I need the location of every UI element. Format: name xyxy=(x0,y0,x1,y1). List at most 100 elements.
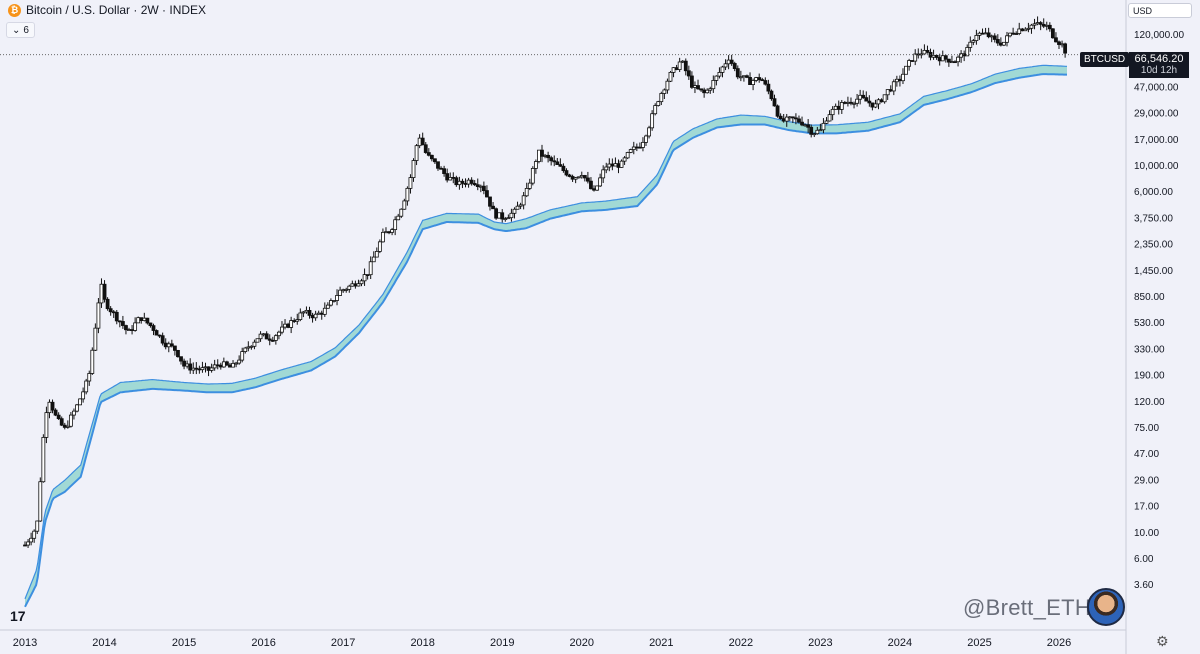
candle-body xyxy=(191,367,196,371)
candle-body xyxy=(533,161,538,169)
x-tick-label: 2013 xyxy=(13,637,37,649)
symbol-title: Bitcoin / U.S. Dollar · 2W · INDEX xyxy=(26,3,207,17)
candle-body xyxy=(1017,28,1022,34)
candle-body xyxy=(469,179,474,184)
candle-body xyxy=(225,361,229,366)
candle-body xyxy=(1008,32,1012,37)
candle-body xyxy=(830,108,835,116)
candle-body xyxy=(84,380,89,393)
candle-body xyxy=(93,327,98,351)
candle-body xyxy=(78,398,82,406)
candle-body xyxy=(194,367,199,370)
candle-body xyxy=(1054,37,1058,43)
candle-body xyxy=(96,302,101,329)
candle-body xyxy=(90,349,95,374)
candle-body xyxy=(616,163,621,168)
y-tick-label: 1,450.00 xyxy=(1134,266,1173,277)
candle-body xyxy=(876,99,881,105)
indicators-toggle[interactable]: ⌄ 6 xyxy=(6,22,35,38)
candle-body xyxy=(451,176,456,179)
candle-body xyxy=(628,149,633,153)
candle-body xyxy=(604,166,609,171)
candle-body xyxy=(221,361,226,368)
candle-body xyxy=(543,154,547,157)
candle-body xyxy=(359,280,364,285)
candle-body xyxy=(454,177,459,186)
symbol-legend[interactable]: ₿ Bitcoin / U.S. Dollar · 2W · INDEX xyxy=(8,3,206,17)
candle-body xyxy=(824,120,829,124)
candle-body xyxy=(992,35,997,40)
x-tick-label: 2025 xyxy=(967,637,991,649)
candle-body xyxy=(931,54,936,58)
candle-body xyxy=(301,311,306,314)
candle-body xyxy=(114,311,119,322)
candle-body xyxy=(151,325,156,331)
candle-body xyxy=(212,364,217,369)
candle-body xyxy=(564,170,569,176)
candle-body xyxy=(552,160,557,163)
candle-body xyxy=(576,176,581,179)
candle-body xyxy=(582,175,587,179)
candle-body xyxy=(503,218,508,221)
candle-body xyxy=(833,105,838,110)
candle-body xyxy=(922,49,927,55)
candle-body xyxy=(738,76,743,79)
candle-body xyxy=(787,116,792,119)
candle-body xyxy=(864,97,869,102)
candle-body xyxy=(273,335,278,341)
candle-body xyxy=(625,152,630,159)
candle-body xyxy=(971,40,976,43)
candle-body xyxy=(641,141,645,148)
candle-body xyxy=(950,61,954,64)
candle-body xyxy=(59,418,64,426)
candle-body xyxy=(166,343,171,348)
candle-body xyxy=(439,167,443,170)
indicator-count: 6 xyxy=(23,24,29,36)
candle-body xyxy=(457,180,462,186)
currency-selector[interactable]: USD xyxy=(1128,3,1192,18)
y-tick-label: 75.00 xyxy=(1134,423,1159,434)
y-tick-label: 2,350.00 xyxy=(1134,240,1173,251)
candle-body xyxy=(1002,41,1006,46)
candle-body xyxy=(965,47,970,57)
candle-body xyxy=(530,168,535,184)
candle-body xyxy=(267,338,272,341)
candle-body xyxy=(662,89,667,94)
candle-body xyxy=(176,349,180,358)
gear-icon[interactable]: ⚙ xyxy=(1156,633,1169,649)
candle-body xyxy=(255,338,260,343)
band-upper-line xyxy=(24,64,1067,600)
candle-body xyxy=(148,322,153,327)
candle-body xyxy=(518,204,523,207)
candle-body xyxy=(573,177,578,180)
candle-body xyxy=(139,317,144,322)
candle-body xyxy=(298,312,303,320)
y-tick-label: 3.60 xyxy=(1134,580,1154,591)
candle-body xyxy=(442,168,447,174)
candle-body xyxy=(742,75,746,78)
candle-body xyxy=(154,330,159,336)
candle-body xyxy=(44,412,49,438)
candle-body xyxy=(56,414,61,420)
candle-body xyxy=(488,196,492,207)
tradingview-logo-icon[interactable]: 17 xyxy=(10,608,26,624)
candle-body xyxy=(206,366,211,371)
candle-body xyxy=(472,183,477,186)
candle-body xyxy=(968,41,973,48)
candle-body xyxy=(665,80,670,91)
candle-body xyxy=(946,58,951,63)
last-price-label: 66,546.20 10d 12h xyxy=(1129,52,1189,78)
candle-body xyxy=(696,85,700,90)
candle-body xyxy=(729,59,734,64)
y-tick-label: 47,000.00 xyxy=(1134,82,1179,93)
candle-body xyxy=(111,311,116,314)
candle-body xyxy=(325,304,330,309)
candle-body xyxy=(399,208,404,217)
candle-body xyxy=(172,345,177,351)
candle-body xyxy=(335,295,339,301)
candle-body xyxy=(295,319,300,322)
candle-body xyxy=(748,77,752,85)
candle-body xyxy=(197,368,202,371)
candle-body xyxy=(393,219,398,231)
